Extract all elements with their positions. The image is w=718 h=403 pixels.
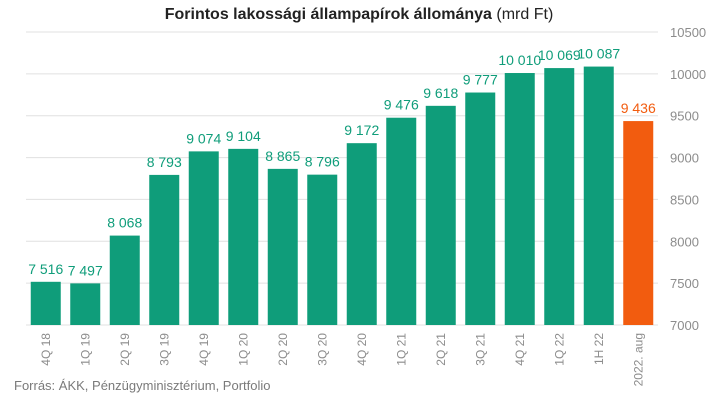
x-tick-label: 1Q 19 (78, 333, 92, 366)
y-tick-label: 8500 (670, 192, 699, 207)
bar (307, 174, 338, 325)
data-label: 10 087 (577, 46, 620, 62)
bar (346, 143, 377, 325)
data-label: 9 172 (344, 122, 379, 138)
y-tick-label: 8000 (670, 234, 699, 249)
bar (465, 92, 496, 326)
bar (425, 105, 456, 325)
bar (267, 168, 298, 325)
bar (109, 235, 140, 325)
data-label: 9 476 (384, 97, 419, 113)
x-tick-label: 4Q 18 (39, 333, 53, 366)
bar (188, 151, 219, 325)
y-tick-label: 9500 (670, 109, 699, 124)
bar (70, 283, 101, 325)
chart-title-unit: (mrd Ft) (496, 6, 554, 23)
data-label: 9 104 (226, 128, 261, 144)
data-label: 8 068 (107, 215, 142, 231)
y-tick-label: 9000 (670, 151, 699, 166)
data-label: 8 793 (147, 154, 182, 170)
x-tick-label: 1Q 21 (394, 333, 408, 366)
y-tick-label: 7000 (670, 318, 699, 333)
chart-title-main: Forintos lakossági állampapírok állomány… (164, 6, 492, 23)
bar (228, 148, 259, 325)
x-tick-label: 1Q 22 (552, 333, 566, 366)
x-tick-label: 1H 22 (592, 333, 606, 365)
source-note: Forrás: ÁKK, Pénzügyminisztérium, Portfo… (14, 378, 271, 393)
x-tick-label: 2Q 19 (118, 333, 132, 366)
data-label: 9 074 (186, 130, 221, 146)
x-tick-label: 4Q 19 (197, 333, 211, 366)
data-label: 8 796 (305, 154, 340, 170)
data-label: 9 618 (423, 85, 458, 101)
bar (623, 121, 654, 326)
x-tick-label: 1Q 20 (236, 333, 250, 366)
chart-title: Forintos lakossági állampapírok állomány… (0, 6, 718, 24)
x-tick-label: 3Q 21 (473, 333, 487, 366)
data-label: 10 010 (498, 52, 541, 68)
x-tick-label: 3Q 19 (157, 333, 171, 366)
data-label: 7 516 (28, 261, 63, 277)
data-label: 9 777 (463, 72, 498, 88)
bar (30, 281, 61, 325)
data-label: 7 497 (68, 262, 103, 278)
x-tick-label: 2Q 21 (434, 333, 448, 366)
x-tick-label: 2022. aug (631, 333, 645, 386)
x-tick-label: 3Q 20 (315, 333, 329, 366)
bar (386, 117, 417, 326)
bar (504, 73, 535, 326)
bar (583, 66, 614, 325)
y-tick-label: 10500 (670, 25, 706, 40)
x-tick-label: 4Q 20 (355, 333, 369, 366)
bar (149, 174, 180, 325)
y-tick-label: 7500 (670, 276, 699, 291)
bar (544, 68, 575, 325)
x-tick-label: 4Q 21 (513, 333, 527, 366)
data-label: 8 865 (265, 148, 300, 164)
y-tick-label: 10000 (670, 67, 706, 82)
data-label: 10 069 (538, 47, 581, 63)
x-tick-label: 2Q 20 (276, 333, 290, 366)
data-label: 9 436 (621, 100, 656, 116)
